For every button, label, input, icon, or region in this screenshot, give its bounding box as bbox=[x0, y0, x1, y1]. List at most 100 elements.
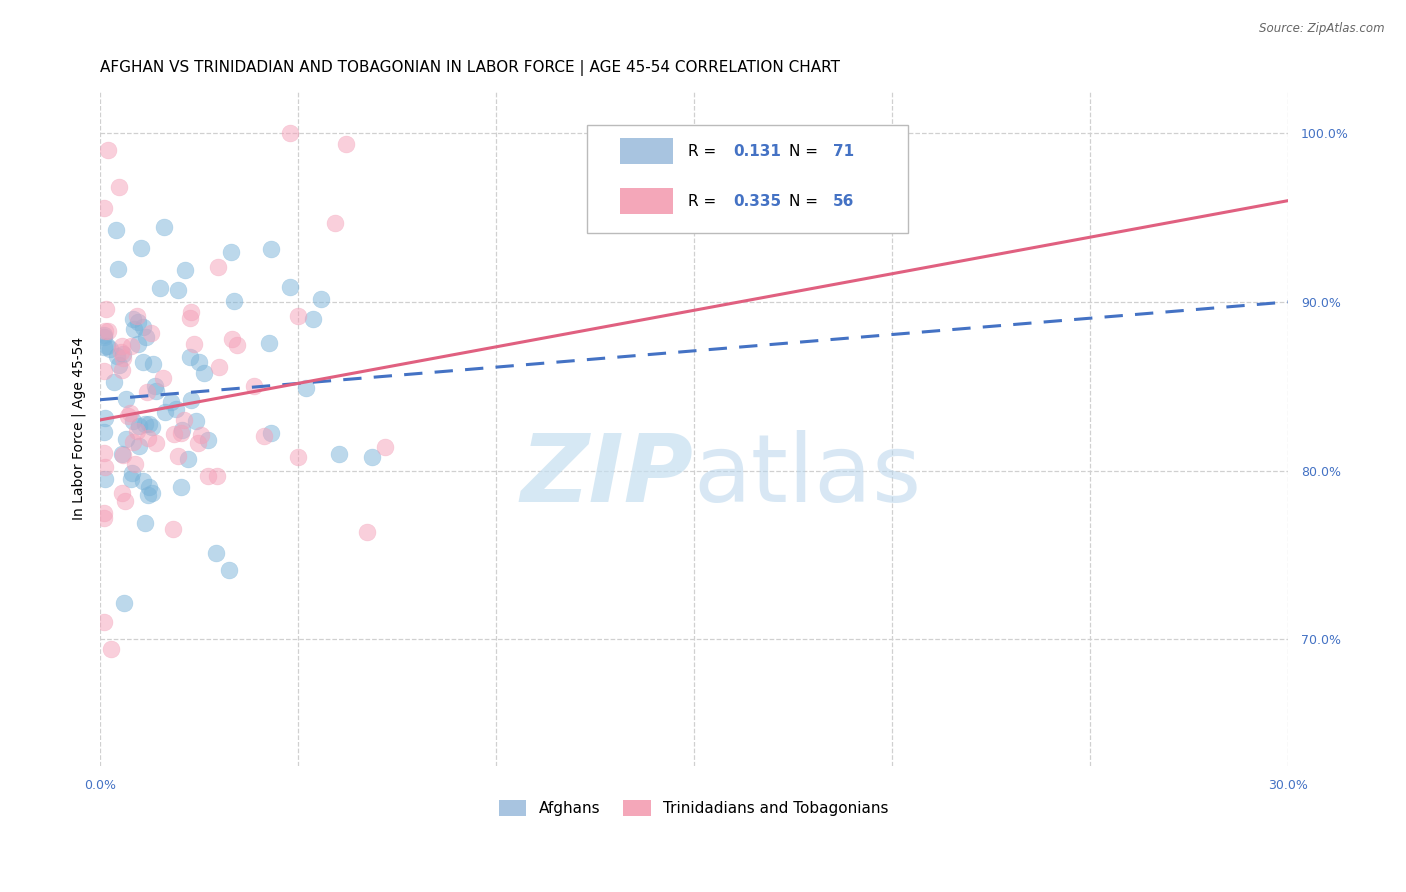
Point bbox=[204, 546, 226, 560]
Text: 0.335: 0.335 bbox=[733, 194, 780, 209]
Point bbox=[141, 326, 163, 340]
Point bbox=[162, 522, 184, 536]
Point bbox=[252, 429, 274, 443]
Point bbox=[128, 419, 150, 434]
Point bbox=[107, 261, 129, 276]
Point bbox=[134, 417, 156, 431]
Point bbox=[163, 426, 186, 441]
Point bbox=[111, 339, 134, 353]
Point bbox=[115, 392, 138, 406]
Point bbox=[104, 223, 127, 237]
Point bbox=[117, 409, 139, 423]
Point bbox=[165, 401, 187, 416]
Point bbox=[197, 469, 219, 483]
Point bbox=[131, 319, 153, 334]
Point bbox=[111, 447, 134, 461]
Point bbox=[160, 395, 183, 409]
Point bbox=[122, 435, 145, 450]
Point bbox=[143, 378, 166, 392]
Point bbox=[177, 451, 200, 466]
Point bbox=[131, 355, 153, 369]
Point bbox=[120, 472, 142, 486]
Point bbox=[180, 305, 202, 319]
Point bbox=[287, 309, 309, 323]
Text: R =: R = bbox=[688, 144, 721, 159]
Point bbox=[108, 180, 131, 194]
Point bbox=[141, 419, 163, 434]
Point bbox=[120, 406, 142, 420]
Point bbox=[94, 473, 117, 487]
Point bbox=[122, 322, 145, 336]
Point bbox=[311, 292, 333, 306]
Point bbox=[114, 494, 136, 508]
Point bbox=[103, 376, 125, 390]
Point bbox=[325, 216, 347, 230]
Point bbox=[129, 241, 152, 255]
Point bbox=[173, 413, 195, 427]
Text: atlas: atlas bbox=[693, 430, 922, 522]
Point bbox=[170, 425, 193, 440]
Point bbox=[153, 404, 176, 418]
Point bbox=[93, 615, 115, 629]
Point bbox=[135, 330, 157, 344]
Point bbox=[360, 450, 382, 464]
Point bbox=[121, 414, 143, 428]
Point bbox=[374, 440, 396, 454]
Point bbox=[167, 449, 190, 463]
Point bbox=[111, 362, 134, 376]
Text: 71: 71 bbox=[832, 144, 853, 159]
Point bbox=[93, 340, 115, 354]
Point bbox=[115, 432, 138, 446]
Point bbox=[242, 378, 264, 392]
Point bbox=[187, 435, 209, 450]
Point bbox=[193, 366, 215, 380]
Point bbox=[93, 328, 115, 343]
Point bbox=[260, 242, 283, 256]
Point bbox=[94, 302, 117, 317]
Point bbox=[295, 381, 318, 395]
Text: 0.131: 0.131 bbox=[733, 144, 780, 159]
Text: 56: 56 bbox=[832, 194, 853, 209]
FancyBboxPatch shape bbox=[586, 125, 907, 233]
Point bbox=[120, 339, 142, 353]
Point bbox=[218, 563, 240, 577]
Point bbox=[280, 280, 302, 294]
Point bbox=[93, 506, 115, 520]
Point bbox=[128, 439, 150, 453]
Point bbox=[287, 450, 309, 464]
Point bbox=[136, 488, 159, 502]
Point bbox=[170, 480, 193, 494]
Point bbox=[136, 385, 159, 400]
Point bbox=[93, 330, 115, 344]
Point bbox=[111, 485, 134, 500]
Point bbox=[173, 263, 195, 277]
Point bbox=[138, 417, 160, 431]
Point bbox=[112, 596, 135, 610]
Legend: Afghans, Trinidadians and Tobagonians: Afghans, Trinidadians and Tobagonians bbox=[494, 794, 894, 822]
Point bbox=[328, 447, 350, 461]
FancyBboxPatch shape bbox=[620, 138, 673, 164]
Point bbox=[111, 448, 134, 462]
Point bbox=[132, 475, 155, 489]
Point bbox=[180, 392, 202, 407]
Point bbox=[97, 324, 120, 338]
Point bbox=[167, 283, 190, 297]
Point bbox=[197, 433, 219, 447]
Point bbox=[145, 384, 167, 399]
Point bbox=[127, 315, 149, 329]
Y-axis label: In Labor Force | Age 45-54: In Labor Force | Age 45-54 bbox=[72, 337, 86, 520]
Point bbox=[93, 364, 115, 378]
Point bbox=[152, 219, 174, 234]
Point bbox=[105, 349, 128, 363]
Point bbox=[183, 337, 205, 351]
Point bbox=[141, 486, 163, 500]
Text: N =: N = bbox=[789, 144, 823, 159]
Point bbox=[110, 344, 132, 359]
Point bbox=[93, 511, 115, 525]
Point bbox=[179, 311, 201, 326]
Point bbox=[219, 245, 242, 260]
Point bbox=[257, 335, 280, 350]
Point bbox=[124, 457, 146, 471]
Point bbox=[94, 459, 117, 474]
Point bbox=[107, 359, 129, 373]
